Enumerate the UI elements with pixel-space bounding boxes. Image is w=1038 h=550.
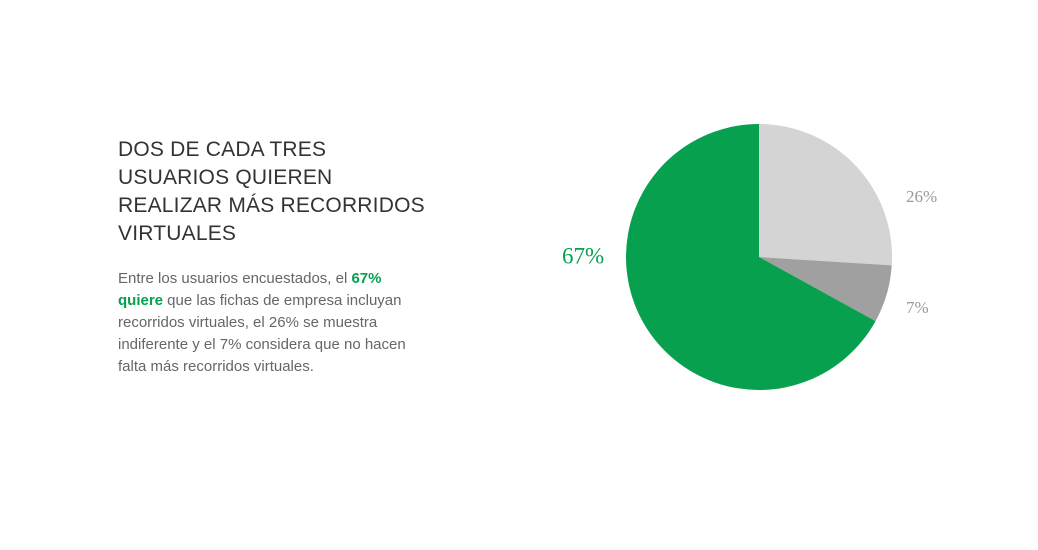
headline-line-4: VIRTUALES (118, 222, 237, 245)
pie-label-26: 26% (906, 187, 937, 206)
description-highlight: 67% quiere (118, 270, 382, 309)
pie-chart-container: 26% 7% 67% (540, 100, 1000, 420)
pie-label-67: 67% (562, 243, 604, 268)
description-part-1: Entre los usuarios encuestados, el (118, 270, 352, 287)
pie-slice-7 (759, 257, 892, 322)
pie-labels: 26% 7% 67% (562, 187, 937, 317)
text-block: DOS DE CADA TRES USUARIOS QUIEREN REALIZ… (118, 136, 448, 378)
pie-slice-67 (625, 124, 876, 391)
headline: DOS DE CADA TRES USUARIOS QUIEREN REALIZ… (118, 136, 448, 248)
description-paragraph: Entre los usuarios encuestados, el 67% q… (118, 268, 428, 378)
headline-line-2: USUARIOS QUIEREN (118, 166, 333, 189)
pie-label-7: 7% (906, 298, 929, 317)
pie-slices (625, 124, 893, 391)
headline-line-3: REALIZAR MÁS RECORRIDOS (118, 194, 425, 217)
pie-chart: 26% 7% 67% (562, 124, 937, 391)
description-part-2: que las fichas de empresa incluyan recor… (118, 292, 406, 375)
pie-slice-26 (759, 124, 893, 266)
headline-line-1: DOS DE CADA TRES (118, 138, 327, 161)
